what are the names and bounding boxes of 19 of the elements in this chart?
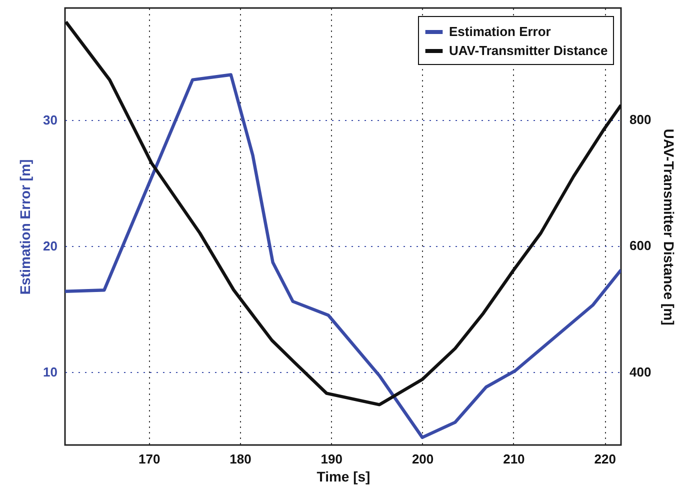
x-tick-label: 190 xyxy=(320,452,342,466)
legend-label: UAV-Transmitter Distance xyxy=(449,43,608,58)
y-axis-title: Estimation Error [m] xyxy=(17,159,34,295)
x-axis-title: Time [s] xyxy=(316,468,370,484)
line-series xyxy=(65,20,621,406)
y2-tick-label: 800 xyxy=(630,112,652,128)
y-tick-label: 10 xyxy=(43,364,58,380)
x-tick-label: 220 xyxy=(594,452,616,466)
line-series xyxy=(65,73,621,440)
x-tick-label: 200 xyxy=(412,452,434,466)
x-tick-label: 180 xyxy=(230,452,252,466)
y-tick-label: 30 xyxy=(43,112,58,128)
x-tick-label: 210 xyxy=(503,452,525,466)
x-tick-label: 170 xyxy=(138,452,160,466)
legend-label: Estimation Error xyxy=(449,24,551,39)
y2-tick-label: 600 xyxy=(630,238,652,254)
y2-tick-label: 400 xyxy=(630,364,652,380)
y-tick-label: 20 xyxy=(43,238,58,254)
y2-axis-title: UAV-Transmitter Distance [m] xyxy=(661,128,678,326)
